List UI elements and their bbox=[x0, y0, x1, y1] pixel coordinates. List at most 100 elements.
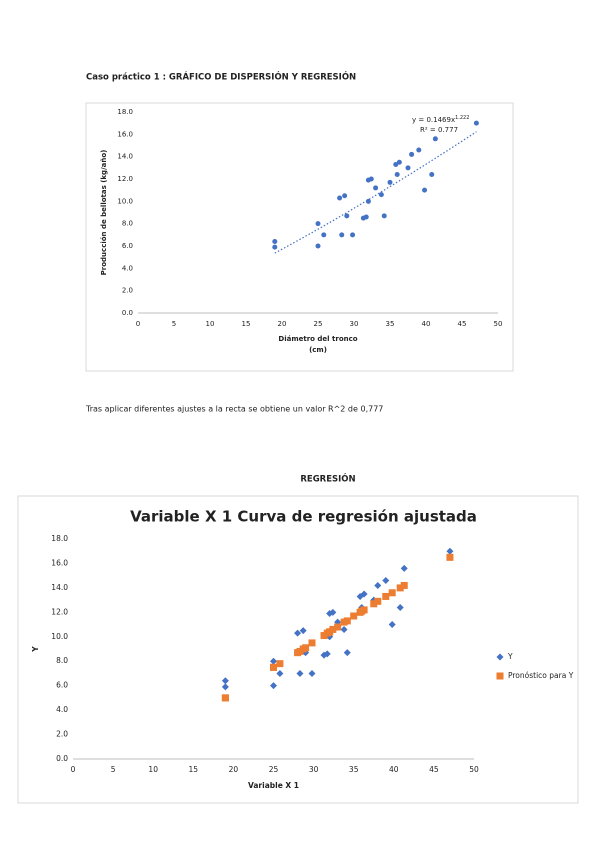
marker bbox=[387, 179, 393, 185]
marker bbox=[221, 683, 229, 691]
y-tick-label: 18.0 bbox=[117, 108, 133, 116]
y-tick-label: 14.0 bbox=[51, 583, 68, 592]
marker bbox=[363, 214, 369, 220]
marker bbox=[340, 625, 348, 633]
marker bbox=[405, 165, 411, 171]
y-tick-label: 12.0 bbox=[117, 175, 133, 183]
marker bbox=[396, 584, 404, 592]
marker bbox=[496, 653, 504, 661]
x-tick-label: 5 bbox=[172, 320, 176, 328]
marker bbox=[270, 657, 277, 665]
x-tick-label: 5 bbox=[111, 765, 116, 774]
x-tick-label: 20 bbox=[229, 765, 239, 774]
y-tick-label: 0.0 bbox=[56, 754, 68, 763]
equation-exponent: 1.222 bbox=[455, 115, 469, 121]
x-tick-label: 0 bbox=[136, 320, 140, 328]
legend-label: Y bbox=[507, 652, 513, 661]
r-squared: R² = 0.777 bbox=[420, 126, 458, 134]
x-tick-label: 45 bbox=[429, 765, 439, 774]
marker bbox=[388, 589, 396, 597]
marker bbox=[294, 629, 302, 637]
x-axis-label: (cm) bbox=[309, 346, 327, 354]
section-title: REGRESIÓN bbox=[300, 473, 355, 485]
chart-title: Variable X 1 Curva de regresión ajustada bbox=[130, 508, 477, 526]
marker bbox=[270, 663, 277, 671]
marker bbox=[272, 244, 278, 250]
marker bbox=[422, 187, 428, 193]
marker bbox=[315, 243, 321, 249]
marker bbox=[299, 627, 307, 635]
marker bbox=[388, 621, 396, 629]
x-tick-label: 35 bbox=[349, 765, 359, 774]
x-tick-label: 30 bbox=[309, 765, 319, 774]
x-tick-label: 25 bbox=[269, 765, 279, 774]
y-tick-label: 2.0 bbox=[56, 730, 68, 739]
x-tick-label: 10 bbox=[148, 765, 158, 774]
marker bbox=[370, 600, 378, 608]
marker bbox=[446, 547, 454, 555]
y-tick-label: 16.0 bbox=[51, 558, 68, 567]
x-axis-label: Variable X 1 bbox=[248, 781, 299, 790]
marker bbox=[409, 151, 415, 157]
heading: Caso práctico 1 : GRÁFICO DE DISPERSIÓN … bbox=[86, 71, 356, 83]
marker bbox=[308, 669, 316, 677]
marker bbox=[400, 581, 408, 589]
marker bbox=[396, 603, 404, 611]
y-tick-label: 8.0 bbox=[56, 656, 68, 665]
trendline bbox=[274, 131, 477, 254]
x-tick-label: 40 bbox=[422, 320, 431, 328]
marker bbox=[350, 612, 358, 620]
marker bbox=[329, 608, 337, 616]
marker bbox=[342, 193, 348, 199]
marker bbox=[329, 625, 337, 633]
y-tick-label: 4.0 bbox=[56, 705, 68, 714]
y-tick-label: 2.0 bbox=[122, 287, 133, 295]
y-tick-label: 12.0 bbox=[51, 607, 68, 616]
marker bbox=[381, 213, 387, 219]
marker bbox=[337, 195, 343, 201]
x-tick-label: 15 bbox=[242, 320, 251, 328]
y-tick-label: 18.0 bbox=[51, 534, 68, 543]
y-tick-label: 6.0 bbox=[122, 242, 133, 250]
marker bbox=[374, 581, 382, 589]
marker bbox=[365, 198, 371, 204]
marker bbox=[270, 682, 277, 690]
marker bbox=[429, 172, 435, 178]
marker bbox=[382, 577, 390, 585]
y-tick-label: 4.0 bbox=[122, 264, 133, 272]
marker bbox=[343, 617, 351, 625]
marker bbox=[308, 639, 316, 647]
equation: y = 0.1469x1.222 bbox=[412, 115, 469, 125]
marker bbox=[368, 176, 374, 182]
marker bbox=[339, 232, 345, 238]
legend-label: Pronóstico para Y bbox=[508, 671, 574, 680]
marker bbox=[323, 650, 331, 658]
x-tick-label: 40 bbox=[389, 765, 399, 774]
marker bbox=[496, 672, 504, 680]
x-tick-label: 25 bbox=[314, 320, 323, 328]
x-tick-label: 30 bbox=[350, 320, 359, 328]
x-tick-label: 35 bbox=[386, 320, 395, 328]
marker bbox=[276, 669, 284, 677]
marker bbox=[393, 161, 399, 167]
x-tick-label: 20 bbox=[278, 320, 287, 328]
marker bbox=[446, 553, 454, 561]
marker bbox=[473, 120, 479, 126]
marker bbox=[416, 147, 422, 153]
y-tick-label: 6.0 bbox=[56, 681, 68, 690]
marker bbox=[334, 623, 342, 631]
marker bbox=[374, 597, 382, 605]
marker bbox=[358, 607, 366, 615]
marker bbox=[360, 590, 368, 598]
y-axis-label: Producción de bellotas (kg/año) bbox=[100, 150, 108, 276]
marker bbox=[378, 192, 384, 198]
equation-text: y = 0.1469x bbox=[412, 116, 455, 124]
y-tick-label: 14.0 bbox=[117, 153, 133, 161]
chart-frame bbox=[85, 102, 514, 372]
marker bbox=[382, 592, 390, 600]
marker bbox=[400, 564, 408, 572]
paragraph: Tras aplicar diferentes ajustes a la rec… bbox=[85, 405, 383, 414]
marker bbox=[344, 213, 350, 219]
x-tick-label: 50 bbox=[469, 765, 479, 774]
x-tick-label: 0 bbox=[71, 765, 76, 774]
